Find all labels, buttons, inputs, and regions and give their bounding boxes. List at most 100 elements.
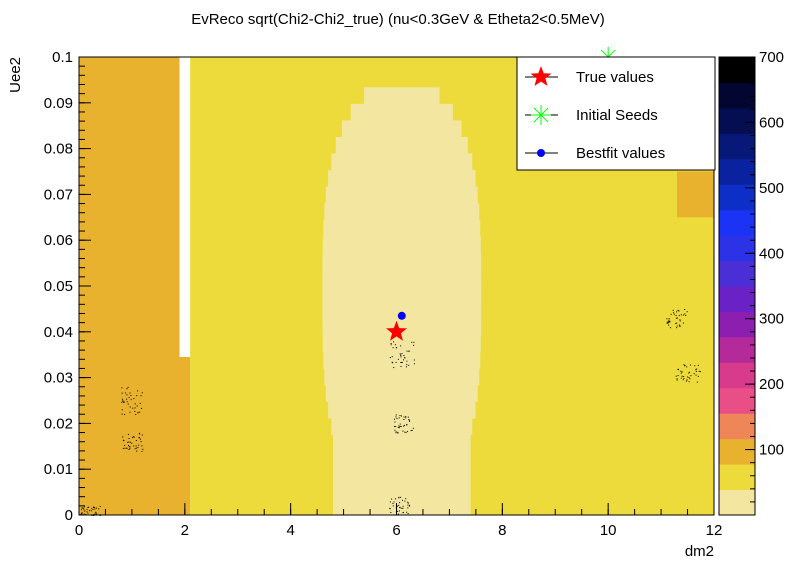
- colorbar-cell: [719, 336, 755, 363]
- heatmap-speckle: [130, 394, 132, 396]
- heatmap-speckle: [391, 356, 393, 358]
- heatmap-speckle: [128, 448, 130, 450]
- heatmap-speckle: [676, 322, 678, 324]
- heatmap-speckle: [695, 370, 697, 372]
- heatmap-speckle: [401, 361, 403, 363]
- heatmap-speckle: [141, 445, 143, 447]
- heatmap-speckle: [121, 398, 123, 400]
- legend-star-icon: [530, 66, 552, 86]
- heatmap-speckle: [685, 380, 687, 382]
- heatmap-speckle: [398, 417, 400, 419]
- heatmap-speckle: [669, 321, 671, 323]
- heatmap-speckle: [699, 371, 701, 373]
- y-tick-label: 0.1: [52, 49, 73, 66]
- heatmap-speckle: [127, 433, 129, 435]
- heatmap-speckle: [666, 322, 668, 324]
- colorbar-tick-label: 400: [759, 245, 784, 262]
- heatmap-speckle: [141, 407, 143, 409]
- heatmap-speckle: [395, 361, 397, 363]
- heatmap-speckle: [405, 417, 407, 419]
- heatmap-speckle: [688, 377, 690, 379]
- heatmap-speckle: [695, 374, 697, 376]
- colorbar-cell: [719, 489, 755, 516]
- heatmap-speckle: [134, 448, 136, 450]
- heatmap-speckle: [680, 372, 682, 374]
- x-tick-label: 4: [286, 522, 294, 539]
- legend-box: [516, 56, 716, 171]
- y-tick-label: 0.08: [44, 141, 73, 158]
- heatmap-speckle: [395, 431, 397, 433]
- heatmap-speckle: [679, 319, 681, 321]
- heatmap-speckle: [142, 448, 144, 450]
- colorbar-cell: [719, 311, 755, 338]
- heatmap-speckle: [85, 513, 87, 515]
- x-tick-label: 0: [75, 522, 83, 539]
- y-tick-label: 0.09: [44, 95, 73, 112]
- heatmap-speckle: [403, 355, 405, 357]
- colorbar-cell: [719, 107, 755, 134]
- colorbar-cell: [719, 413, 755, 440]
- heatmap-speckle: [121, 409, 123, 411]
- heatmap-speckle: [395, 347, 397, 349]
- heatmap-speckle: [405, 415, 407, 417]
- heatmap-region-pale-base: [338, 377, 471, 515]
- heatmap-speckle: [126, 398, 128, 400]
- heatmap-speckle: [675, 375, 677, 377]
- heatmap-speckle: [666, 321, 668, 323]
- heatmap-speckle: [684, 308, 686, 310]
- heatmap-speckle: [91, 508, 93, 510]
- heatmap-speckle: [408, 505, 410, 507]
- heatmap-speckle: [123, 400, 125, 402]
- heatmap-speckle: [135, 445, 137, 447]
- x-tick-label: 2: [181, 522, 189, 539]
- heatmap-speckle: [132, 436, 134, 438]
- heatmap-speckle: [402, 511, 404, 513]
- heatmap-speckle: [410, 430, 412, 432]
- heatmap-speckle: [676, 311, 678, 313]
- heatmap-speckle: [407, 513, 409, 515]
- heatmap-speckle: [136, 395, 138, 397]
- heatmap-speckle: [400, 362, 402, 364]
- heatmap-speckle: [95, 512, 97, 514]
- legend-label: Initial Seeds: [576, 107, 658, 124]
- heatmap-speckle: [95, 511, 97, 513]
- y-axis: 0 0.01 0.02 0.03 0.04 0.05 0.06 0.07 0.08 0.09 0.1: [44, 49, 91, 524]
- heatmap-speckle: [400, 345, 402, 347]
- heatmap-speckle: [401, 415, 403, 417]
- heatmap-speckle: [679, 320, 681, 322]
- heatmap-speckle: [400, 496, 402, 498]
- heatmap-speckle: [395, 416, 397, 418]
- heatmap-speckle: [690, 375, 692, 377]
- heatmap-speckle: [121, 413, 123, 415]
- heatmap-speckle: [413, 344, 415, 346]
- colorbar-tick-label: 200: [759, 376, 784, 393]
- heatmap-speckle: [398, 496, 400, 498]
- heatmap-speckle: [399, 506, 401, 508]
- heatmap-speckle: [94, 507, 96, 509]
- heatmap-speckle: [398, 425, 400, 427]
- heatmap-speckle: [400, 354, 402, 356]
- heatmap-speckle: [83, 513, 85, 515]
- heatmap-speckle: [678, 310, 680, 312]
- heatmap-speckle: [134, 407, 136, 409]
- heatmap-speckle: [411, 341, 413, 343]
- heatmap-speckle: [682, 314, 684, 316]
- heatmap-speckle: [681, 375, 683, 377]
- heatmap-speckle: [397, 513, 399, 515]
- heatmap-speckle: [411, 429, 413, 431]
- heatmap-speckle: [406, 424, 408, 426]
- heatmap-speckle: [92, 506, 94, 508]
- heatmap-speckle: [139, 411, 141, 413]
- heatmap-speckle: [675, 314, 677, 316]
- heatmap-speckle: [404, 357, 406, 359]
- heatmap-speckle: [128, 437, 130, 439]
- legend-circle-icon: [537, 149, 545, 157]
- heatmap-speckle: [688, 381, 690, 383]
- heatmap-speckle: [126, 388, 128, 390]
- heatmap-speckle: [407, 507, 409, 509]
- heatmap-speckle: [408, 419, 410, 421]
- heatmap-speckle: [395, 426, 397, 428]
- heatmap-speckle: [684, 365, 686, 367]
- heatmap-speckle: [681, 371, 683, 373]
- heatmap-speckle: [399, 415, 401, 417]
